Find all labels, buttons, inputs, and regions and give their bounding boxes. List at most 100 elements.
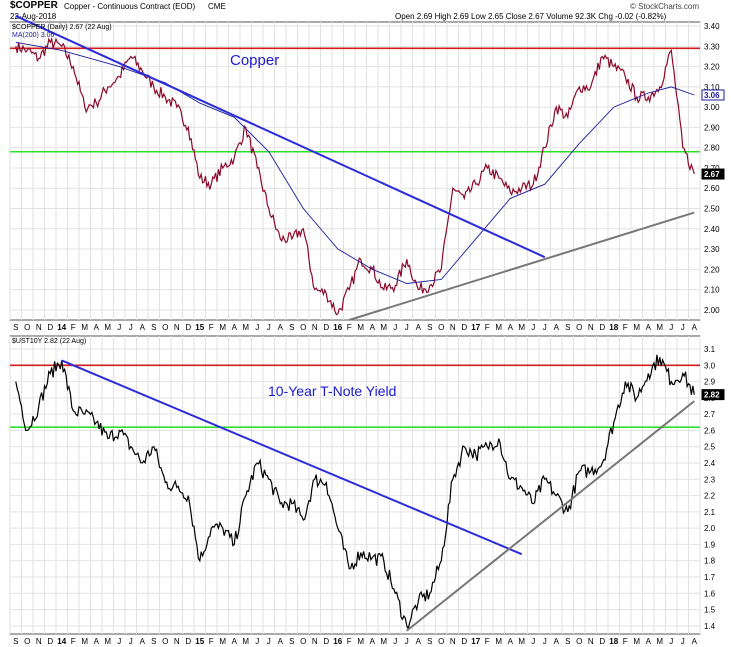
y-tick-label: 2.50 bbox=[704, 205, 720, 214]
x-tick-label: 14 bbox=[57, 637, 66, 646]
x-tick-label: S bbox=[151, 637, 156, 646]
x-tick-label: O bbox=[24, 323, 30, 332]
x-tick-label: M bbox=[104, 323, 111, 332]
x-tick-label: D bbox=[185, 637, 191, 646]
y-tick-label: 2.90 bbox=[704, 123, 720, 132]
x-tick-label: J bbox=[267, 637, 271, 646]
x-tick-label: S bbox=[13, 637, 18, 646]
last-value-tag bbox=[701, 389, 725, 401]
x-tick-label: A bbox=[416, 323, 422, 332]
x-tick-label: J bbox=[129, 637, 133, 646]
y-tick-label: 2.70 bbox=[704, 164, 720, 173]
downtrend-trendline bbox=[15, 15, 546, 259]
x-tick-label: N bbox=[36, 637, 42, 646]
x-tick-label: M bbox=[81, 637, 88, 646]
yield-line bbox=[15, 354, 695, 631]
chart-date: 22-Aug-2018 bbox=[10, 12, 57, 21]
x-tick-label: A bbox=[278, 323, 284, 332]
x-tick-label: M bbox=[242, 323, 249, 332]
x-tick-label: F bbox=[347, 637, 352, 646]
watermark: © StockCharts.com bbox=[630, 2, 700, 11]
x-tick-label: A bbox=[370, 637, 376, 646]
x-tick-label: N bbox=[36, 323, 42, 332]
y-tick-label: 2.80 bbox=[704, 144, 720, 153]
x-tick-label: M bbox=[81, 323, 88, 332]
x-tick-label: O bbox=[438, 323, 444, 332]
x-tick-label: S bbox=[151, 323, 156, 332]
x-tick-label: D bbox=[599, 323, 605, 332]
x-tick-label: M bbox=[357, 323, 364, 332]
x-tick-label: F bbox=[209, 323, 214, 332]
x-tick-label: M bbox=[219, 323, 226, 332]
x-tick-label: 17 bbox=[471, 637, 480, 646]
x-tick-label: J bbox=[267, 323, 271, 332]
x-tick-label: A bbox=[232, 637, 238, 646]
y-tick-label: 2.00 bbox=[704, 306, 720, 315]
x-tick-label: 18 bbox=[609, 323, 618, 332]
x-tick-label: M bbox=[219, 637, 226, 646]
x-tick-label: M bbox=[242, 637, 249, 646]
y-tick-label: 2.10 bbox=[704, 286, 720, 295]
x-tick-label: S bbox=[565, 637, 570, 646]
x-tick-label: O bbox=[576, 323, 582, 332]
x-tick-label: J bbox=[405, 323, 409, 332]
x-tick-label: S bbox=[427, 323, 432, 332]
y-tick-label: 2.3 bbox=[704, 475, 716, 484]
x-tick-label: F bbox=[209, 637, 214, 646]
x-tick-label: J bbox=[117, 323, 121, 332]
x-tick-label: M bbox=[633, 637, 640, 646]
x-tick-label: O bbox=[300, 637, 306, 646]
x-tick-label: J bbox=[255, 637, 259, 646]
x-tick-label: A bbox=[554, 323, 560, 332]
x-tick-label: J bbox=[405, 637, 409, 646]
x-tick-label: A bbox=[646, 637, 652, 646]
x-tick-label: A bbox=[94, 637, 100, 646]
y-tick-label: 1.9 bbox=[704, 540, 716, 549]
x-tick-label: A bbox=[692, 637, 698, 646]
x-tick-label: S bbox=[427, 637, 432, 646]
legend-entry: $UST10Y 2.82 (22 Aug) bbox=[12, 338, 86, 345]
y-tick-label: 1.4 bbox=[704, 622, 716, 631]
x-tick-label: M bbox=[518, 637, 525, 646]
x-tick-label: A bbox=[554, 637, 560, 646]
panel-title: Copper bbox=[230, 52, 279, 69]
exchange-label: CME bbox=[208, 2, 226, 11]
chart-name: Copper - Continuous Contract (EOD) bbox=[64, 2, 196, 11]
x-tick-label: F bbox=[71, 637, 76, 646]
x-tick-label: A bbox=[646, 323, 652, 332]
x-tick-label: 17 bbox=[471, 323, 480, 332]
last-value-tag bbox=[701, 168, 725, 180]
x-tick-label: A bbox=[508, 637, 514, 646]
y-tick-label: 2.6 bbox=[704, 426, 716, 435]
quote-bar: Open 2.69 High 2.69 Low 2.65 Close 2.67 … bbox=[395, 12, 667, 21]
y-tick-label: 3.1 bbox=[704, 345, 716, 354]
last-value-label: 2.82 bbox=[704, 391, 720, 400]
x-tick-label: O bbox=[162, 637, 168, 646]
x-tick-label: D bbox=[323, 323, 329, 332]
x-tick-label: A bbox=[140, 637, 146, 646]
x-tick-label: S bbox=[289, 323, 294, 332]
x-tick-label: F bbox=[71, 323, 76, 332]
x-tick-label: D bbox=[185, 323, 191, 332]
x-tick-label: M bbox=[380, 637, 387, 646]
legend-entry: MA(200) 3.06 bbox=[12, 32, 55, 39]
legend-entry: $COPPER (Daily) 2.67 (22 Aug) bbox=[12, 24, 112, 31]
y-tick-label: 3.30 bbox=[704, 42, 720, 51]
y-tick-label: 2.9 bbox=[704, 378, 716, 387]
x-tick-label: J bbox=[531, 323, 535, 332]
x-tick-label: J bbox=[129, 323, 133, 332]
x-tick-label: M bbox=[656, 323, 663, 332]
x-tick-label: A bbox=[692, 323, 698, 332]
x-tick-label: 15 bbox=[195, 637, 204, 646]
x-tick-label: S bbox=[289, 637, 294, 646]
x-tick-label: A bbox=[278, 637, 284, 646]
x-tick-label: J bbox=[681, 323, 685, 332]
x-tick-label: J bbox=[393, 637, 397, 646]
last-value-tag bbox=[701, 89, 725, 101]
x-tick-label: N bbox=[450, 323, 456, 332]
x-tick-label: J bbox=[117, 637, 121, 646]
x-tick-label: M bbox=[357, 637, 364, 646]
y-tick-label: 3.0 bbox=[704, 361, 716, 370]
x-tick-label: A bbox=[416, 637, 422, 646]
y-tick-label: 1.6 bbox=[704, 589, 716, 598]
